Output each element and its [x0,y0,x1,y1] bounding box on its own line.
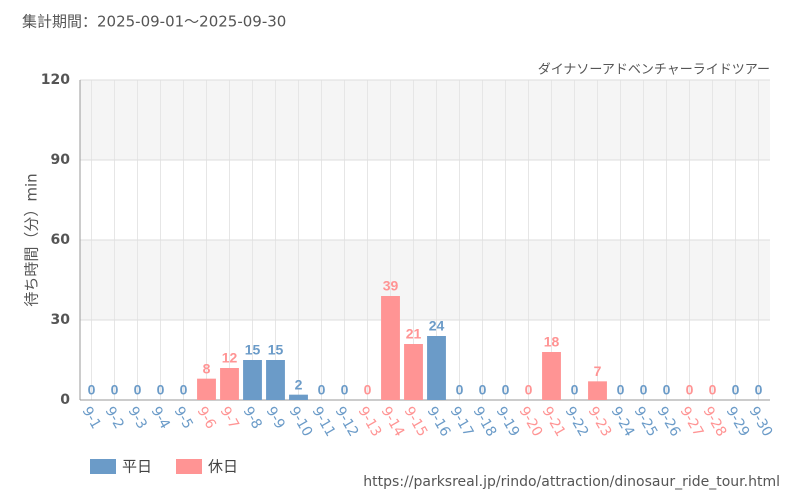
data-label: 0 [364,382,372,398]
x-tick-label: 9-9 [263,404,288,432]
x-tick-label: 9-14 [378,404,408,440]
x-tick-label: 9-8 [240,404,265,432]
data-label: 24 [429,318,445,334]
x-tick-label: 9-21 [539,404,569,440]
data-label: 0 [318,382,326,398]
x-tick-label: 9-7 [217,404,242,432]
x-tick-label: 9-2 [102,404,127,432]
x-tick-label: 9-23 [585,404,615,440]
x-tick-label: 9-5 [171,404,196,432]
data-label: 18 [544,334,560,350]
x-tick-label: 9-27 [677,404,707,440]
data-label: 0 [479,382,487,398]
data-label: 15 [245,342,261,358]
legend-swatch [176,459,202,474]
x-tick-label: 9-20 [516,404,546,440]
bar [404,344,423,400]
data-label: 0 [88,382,96,398]
grid-band [80,80,770,160]
x-tick-label: 9-26 [654,404,684,440]
x-tick-label: 9-1 [79,404,104,432]
data-label: 0 [341,382,349,398]
x-tick-label: 9-15 [401,404,431,440]
data-label: 0 [502,382,510,398]
x-tick-label: 9-12 [332,404,362,440]
legend-label: 休日 [208,458,238,476]
bar [588,381,607,400]
x-tick-label: 9-30 [746,404,776,440]
x-tick-label: 9-10 [286,404,316,440]
grid-band [80,240,770,320]
x-tick-label: 9-29 [723,404,753,440]
data-label: 0 [111,382,119,398]
y-tick-label: 60 [51,232,71,248]
y-tick-label: 120 [41,72,70,88]
x-tick-label: 9-24 [608,404,638,440]
data-label: 0 [709,382,717,398]
data-label: 0 [686,382,694,398]
x-tick-label: 9-17 [447,404,477,440]
data-label: 0 [157,382,165,398]
x-tick-label: 9-3 [125,404,150,432]
y-tick-label: 30 [51,312,71,328]
data-label: 0 [525,382,533,398]
chart-title: 集計期間：2025-09-01～2025-09-30 [22,13,286,31]
bar [542,352,561,400]
x-tick-label: 9-19 [493,404,523,440]
bar [220,368,239,400]
x-tick-label: 9-13 [355,404,385,440]
data-label: 12 [222,350,238,366]
data-label: 0 [617,382,625,398]
bar [197,378,216,400]
data-label: 0 [180,382,188,398]
data-label: 0 [134,382,142,398]
data-label: 0 [571,382,579,398]
bar [427,336,446,400]
data-label: 21 [406,326,422,342]
data-label: 2 [295,376,303,392]
data-label: 0 [640,382,648,398]
data-label: 39 [383,278,399,294]
x-tick-label: 9-18 [470,404,500,440]
bar [243,360,262,400]
legend-label: 平日 [122,458,152,476]
chart-subtitle: ダイナソーアドベンチャーライドツアー [538,63,770,78]
data-label: 8 [203,360,211,376]
y-tick-label: 0 [60,392,70,408]
legend-swatch [90,459,116,474]
y-tick-label: 90 [51,152,71,168]
data-label: 0 [663,382,671,398]
x-tick-label: 9-25 [631,404,661,440]
data-label: 0 [755,382,763,398]
x-tick-label: 9-16 [424,404,454,440]
data-label: 0 [732,382,740,398]
x-tick-label: 9-22 [562,404,592,440]
data-label: 7 [594,363,602,379]
source-url: https://parksreal.jp/rindo/attraction/di… [363,474,780,490]
x-tick-label: 9-11 [309,404,339,440]
x-tick-label: 9-28 [700,404,730,440]
bar [289,394,308,400]
x-tick-label: 9-4 [148,404,173,432]
data-label: 15 [268,342,284,358]
bar [381,296,400,400]
x-tick-label: 9-6 [194,404,219,432]
data-label: 0 [456,382,464,398]
bar [266,360,285,400]
y-axis-label: 待ち時間（分）min [23,173,41,306]
